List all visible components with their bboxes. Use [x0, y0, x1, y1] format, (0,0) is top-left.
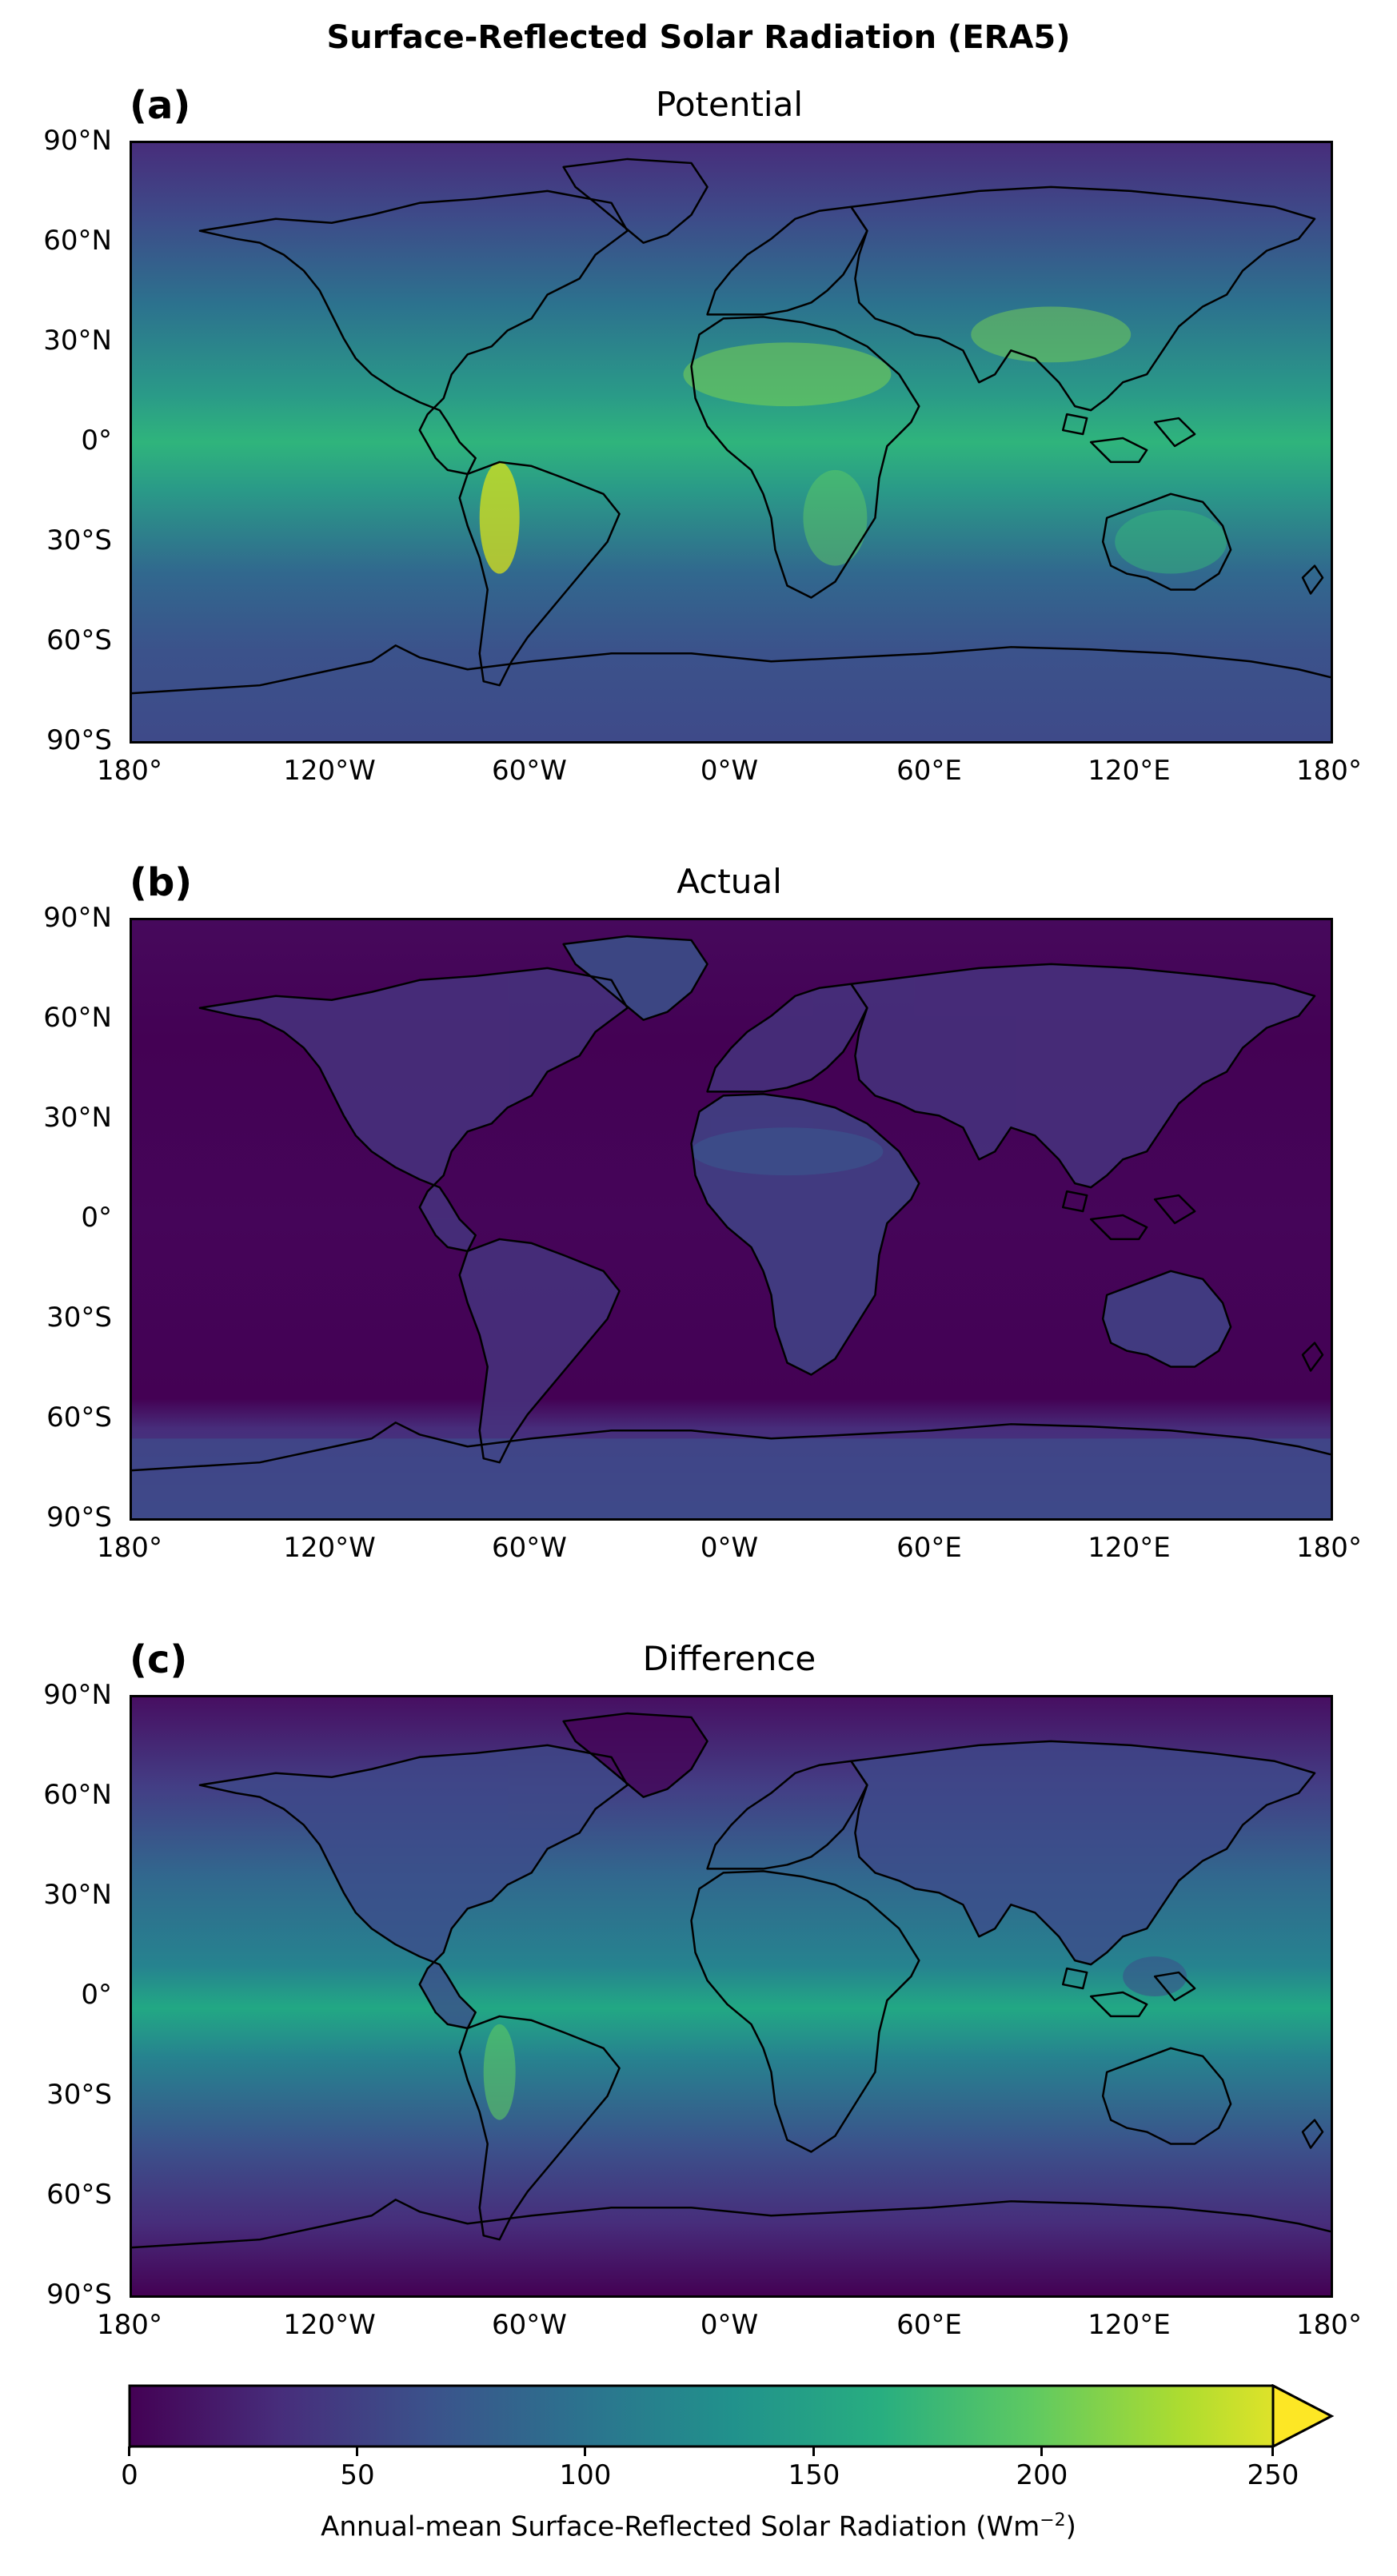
lon-tick: 120°W — [283, 755, 376, 787]
lon-tick: 120°E — [1088, 1532, 1171, 1564]
cbar-tickmark — [584, 2446, 586, 2456]
lon-tick: 60°E — [896, 755, 962, 787]
cbar-tickmark — [356, 2446, 358, 2456]
panel-c-title: Difference — [642, 1639, 816, 1678]
lat-tick: 60°N — [43, 225, 112, 257]
lon-tick: 60°E — [896, 1532, 962, 1564]
lat-tick: 30°S — [46, 2079, 112, 2111]
lat-tick: 30°S — [46, 524, 112, 556]
lat-tick: 60°N — [43, 1779, 112, 1811]
lat-tick: 30°N — [43, 1879, 112, 1911]
map-field-a — [132, 143, 1331, 741]
map-panel-c — [130, 1695, 1333, 2298]
colorbar-ramp — [128, 2383, 1335, 2456]
cbar-tick: 250 — [1247, 2459, 1299, 2491]
lon-tick: 0°W — [700, 1532, 759, 1564]
lon-tick: 0°W — [700, 2309, 759, 2341]
lon-tick: 120°E — [1088, 755, 1171, 787]
colorbar-label: Annual-mean Surface-Reflected Solar Radi… — [0, 2510, 1397, 2542]
lon-tick: 60°E — [896, 2309, 962, 2341]
lon-tick: 60°W — [492, 1532, 567, 1564]
colorbar-label-close: ) — [1065, 2510, 1076, 2543]
lon-tick: 60°W — [492, 755, 567, 787]
cbar-tick: 200 — [1016, 2459, 1068, 2491]
map-field-b — [132, 920, 1331, 1518]
lat-tick: 60°S — [46, 2179, 112, 2211]
lat-tick: 60°N — [43, 1002, 112, 1034]
lat-tick: 0° — [81, 1202, 112, 1234]
lat-tick: 0° — [81, 425, 112, 457]
cbar-tick: 50 — [340, 2459, 375, 2491]
lon-tick: 60°W — [492, 2309, 567, 2341]
lat-tick: 90°S — [46, 724, 112, 756]
cbar-tick: 100 — [559, 2459, 612, 2491]
lon-tick: 180° — [97, 2309, 162, 2341]
lon-tick: 120°W — [283, 1532, 376, 1564]
lon-tick: 180° — [97, 755, 162, 787]
lon-tick: 180° — [1296, 755, 1362, 787]
cbar-tickmark — [812, 2446, 815, 2456]
cbar-tick: 150 — [788, 2459, 840, 2491]
panel-b-title: Actual — [677, 862, 782, 901]
map-panel-a — [130, 141, 1333, 744]
lat-tick: 90°N — [43, 902, 112, 934]
cbar-tickmark — [128, 2446, 130, 2456]
panel-a-title: Potential — [656, 85, 803, 124]
lon-tick: 180° — [1296, 2309, 1362, 2341]
map-field-c — [132, 1697, 1331, 2295]
cbar-tick: 0 — [121, 2459, 138, 2491]
colorbar-label-exponent: −2 — [1040, 2510, 1066, 2530]
lat-tick: 60°S — [46, 624, 112, 656]
colorbar-label-main: Annual-mean Surface-Reflected Solar Radi… — [321, 2510, 1040, 2543]
lon-tick: 180° — [97, 1532, 162, 1564]
lat-tick: 90°S — [46, 2279, 112, 2311]
lat-tick: 90°N — [43, 1679, 112, 1711]
cbar-tickmark — [1040, 2446, 1043, 2456]
cbar-tickmark — [1271, 2446, 1274, 2456]
lat-tick: 90°S — [46, 1501, 112, 1533]
panel-a-label: (a) — [130, 83, 191, 128]
lat-tick: 90°N — [43, 125, 112, 157]
colorbar — [128, 2383, 1335, 2456]
map-panel-b — [130, 918, 1333, 1521]
lat-tick: 60°S — [46, 1402, 112, 1434]
lat-tick: 0° — [81, 1979, 112, 2011]
panel-c-label: (c) — [130, 1637, 188, 1682]
lat-tick: 30°N — [43, 1102, 112, 1134]
lon-tick: 120°W — [283, 2309, 376, 2341]
lon-tick: 120°E — [1088, 2309, 1171, 2341]
lat-tick: 30°N — [43, 325, 112, 357]
lat-tick: 30°S — [46, 1302, 112, 1334]
lon-tick: 0°W — [700, 755, 759, 787]
panel-b-label: (b) — [130, 860, 193, 905]
lon-tick: 180° — [1296, 1532, 1362, 1564]
figure-title: Surface-Reflected Solar Radiation (ERA5) — [326, 19, 1071, 56]
